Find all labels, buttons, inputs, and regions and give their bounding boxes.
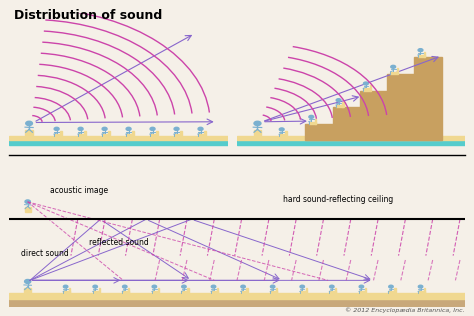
Circle shape bbox=[241, 285, 246, 288]
Bar bbox=[365, 288, 366, 294]
Bar bbox=[63, 291, 70, 294]
Bar bbox=[204, 131, 206, 137]
Circle shape bbox=[123, 285, 127, 288]
Bar bbox=[424, 52, 426, 57]
Bar bbox=[60, 131, 62, 137]
Bar bbox=[78, 134, 85, 137]
Circle shape bbox=[152, 285, 156, 288]
Bar bbox=[336, 105, 343, 107]
Bar bbox=[9, 137, 228, 140]
Text: hard sound-reflecting ceiling: hard sound-reflecting ceiling bbox=[283, 195, 393, 204]
Circle shape bbox=[211, 285, 216, 288]
Bar bbox=[237, 140, 465, 145]
Bar bbox=[329, 291, 336, 294]
Bar bbox=[102, 134, 109, 137]
Bar bbox=[54, 134, 61, 137]
Circle shape bbox=[419, 285, 423, 288]
Bar bbox=[198, 134, 205, 137]
Circle shape bbox=[126, 127, 131, 131]
Bar bbox=[285, 131, 287, 137]
Bar bbox=[270, 291, 277, 294]
Bar bbox=[128, 288, 129, 294]
Circle shape bbox=[93, 285, 98, 288]
Bar bbox=[211, 291, 218, 294]
Bar bbox=[397, 69, 398, 74]
Bar bbox=[122, 291, 129, 294]
Bar bbox=[335, 288, 337, 294]
Bar bbox=[342, 102, 344, 107]
Circle shape bbox=[300, 285, 304, 288]
Bar bbox=[93, 291, 99, 294]
Bar bbox=[246, 288, 248, 294]
Bar bbox=[9, 294, 465, 299]
Polygon shape bbox=[305, 57, 442, 140]
Circle shape bbox=[359, 285, 364, 288]
Bar bbox=[180, 131, 182, 137]
Bar bbox=[24, 288, 31, 294]
Bar bbox=[370, 85, 371, 90]
Circle shape bbox=[26, 121, 32, 125]
Circle shape bbox=[102, 127, 107, 131]
Bar bbox=[254, 131, 261, 137]
Circle shape bbox=[309, 115, 314, 118]
Bar bbox=[279, 134, 286, 137]
Circle shape bbox=[391, 65, 396, 68]
Bar bbox=[156, 131, 158, 137]
Bar bbox=[237, 137, 465, 140]
Bar bbox=[391, 72, 398, 74]
Circle shape bbox=[279, 128, 284, 131]
Text: reflected sound: reflected sound bbox=[89, 239, 149, 247]
Bar bbox=[150, 134, 157, 137]
Bar bbox=[132, 131, 134, 137]
Circle shape bbox=[150, 127, 155, 131]
Circle shape bbox=[364, 82, 368, 85]
Bar bbox=[363, 88, 370, 90]
Text: © 2012 Encyclopædia Britannica, Inc.: © 2012 Encyclopædia Britannica, Inc. bbox=[345, 307, 465, 313]
Bar bbox=[309, 122, 316, 124]
Bar bbox=[300, 291, 306, 294]
Circle shape bbox=[54, 127, 59, 131]
Circle shape bbox=[329, 285, 334, 288]
Bar bbox=[315, 118, 316, 124]
Circle shape bbox=[198, 127, 203, 131]
Circle shape bbox=[254, 121, 261, 125]
Bar bbox=[9, 299, 465, 307]
Bar bbox=[418, 55, 425, 57]
Bar bbox=[69, 288, 70, 294]
Bar bbox=[276, 288, 277, 294]
Bar bbox=[182, 291, 188, 294]
Bar bbox=[359, 291, 365, 294]
Bar bbox=[241, 291, 247, 294]
Bar bbox=[418, 291, 425, 294]
Bar bbox=[424, 288, 425, 294]
Bar bbox=[26, 131, 33, 137]
Circle shape bbox=[271, 285, 275, 288]
Circle shape bbox=[336, 99, 341, 102]
Circle shape bbox=[64, 285, 68, 288]
Bar bbox=[152, 291, 158, 294]
Text: direct sound: direct sound bbox=[21, 249, 69, 258]
Bar bbox=[306, 288, 307, 294]
Circle shape bbox=[25, 200, 30, 203]
Bar bbox=[99, 288, 100, 294]
Bar bbox=[9, 140, 228, 145]
Circle shape bbox=[25, 279, 31, 283]
Bar bbox=[158, 288, 159, 294]
Circle shape bbox=[174, 127, 179, 131]
Circle shape bbox=[418, 49, 423, 52]
Bar bbox=[84, 131, 86, 137]
Circle shape bbox=[182, 285, 186, 288]
Bar bbox=[394, 288, 396, 294]
Bar bbox=[187, 288, 189, 294]
Text: acoustic image: acoustic image bbox=[50, 186, 109, 195]
Bar bbox=[217, 288, 218, 294]
Text: Distribution of sound: Distribution of sound bbox=[14, 9, 163, 22]
Bar bbox=[126, 134, 133, 137]
Bar bbox=[25, 207, 31, 212]
Bar bbox=[389, 291, 395, 294]
Circle shape bbox=[78, 127, 83, 131]
Bar bbox=[174, 134, 181, 137]
Circle shape bbox=[389, 285, 393, 288]
